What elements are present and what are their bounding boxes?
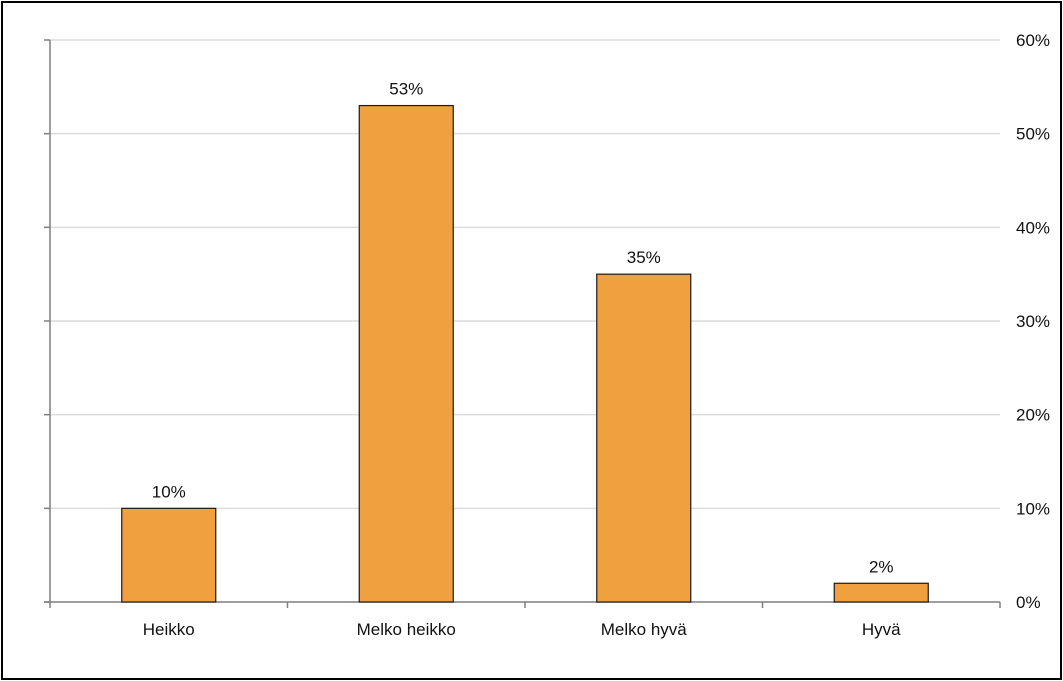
y-tick-label: 30% (1016, 312, 1050, 331)
x-tick-label: Melko hyvä (601, 620, 688, 639)
labels: 0% 10% 20% 30% 40% 50% 60% 10% Heikko 53% Melko he… (143, 31, 1050, 639)
data-label: 35% (627, 248, 661, 267)
y-tick-label: 50% (1016, 125, 1050, 144)
data-label: 53% (389, 80, 423, 99)
x-tick-label: Melko heikko (357, 620, 456, 639)
y-tick-label: 20% (1016, 406, 1050, 425)
bars (121, 104, 929, 603)
y-tick-label: 10% (1016, 499, 1050, 518)
bar-2 (358, 104, 454, 603)
x-tick-label: Heikko (143, 620, 195, 639)
y-tick-label: 60% (1016, 31, 1050, 50)
data-label: 10% (152, 482, 186, 501)
y-tick-label: 40% (1016, 218, 1050, 237)
y-tick-label: 0% (1016, 593, 1041, 612)
bar-1 (121, 507, 217, 603)
bar-3 (596, 273, 692, 603)
x-tick-label: Hyvä (862, 620, 901, 639)
bar-4 (833, 582, 929, 603)
data-label: 2% (869, 557, 894, 576)
